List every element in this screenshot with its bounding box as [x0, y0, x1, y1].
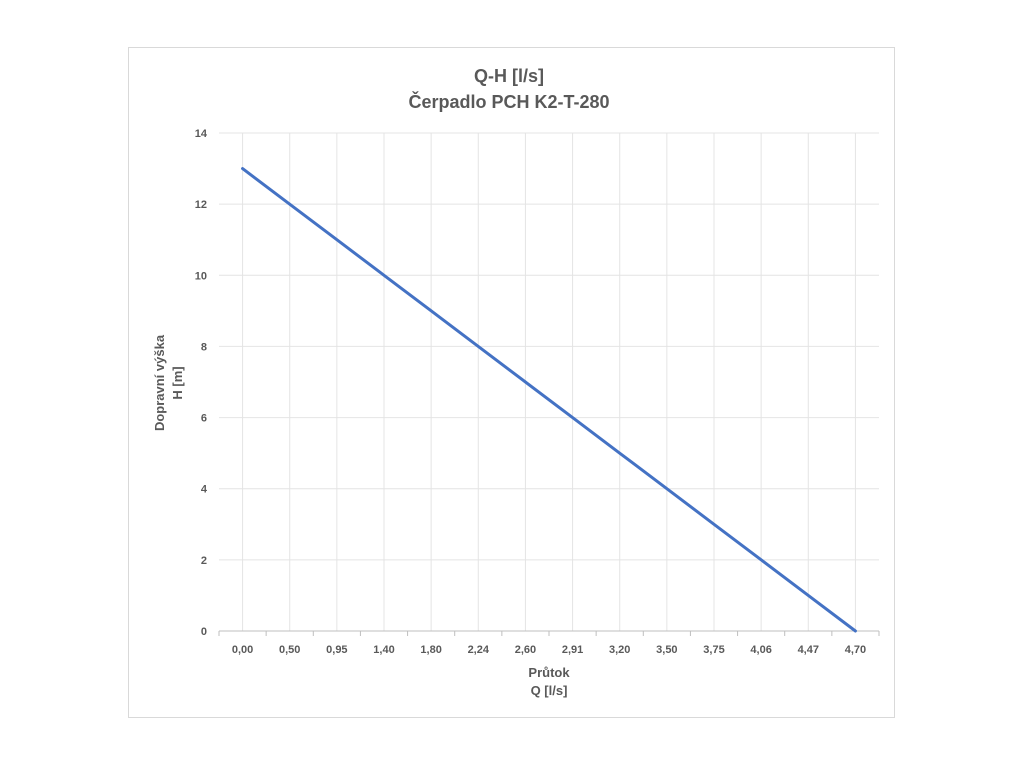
- data-point: [760, 559, 762, 561]
- data-point: [477, 345, 479, 347]
- data-point: [854, 630, 856, 632]
- y-tick-label: 4: [201, 484, 208, 496]
- chart-area: 0 2 4 6 8 10 12 14 0,00 0,50 0,95 1,40 1,80 2,24 2,60 2…: [128, 47, 895, 718]
- data-point: [383, 274, 385, 276]
- x-tick-label: 2,24: [468, 644, 490, 656]
- data-point: [289, 203, 291, 205]
- chart-title-line-2: Čerpadlo PCH K2-T-280: [408, 91, 609, 112]
- x-tick-label: 3,50: [656, 644, 677, 656]
- y-axis-title-line-1: Dopravní výška: [152, 334, 167, 431]
- data-point: [242, 168, 244, 170]
- data-point: [336, 239, 338, 241]
- y-tick-label: 8: [201, 341, 207, 353]
- data-point: [430, 310, 432, 312]
- x-tick-label: 4,70: [845, 644, 866, 656]
- y-tick-label: 2: [201, 555, 207, 567]
- data-point: [713, 523, 715, 525]
- data-point: [524, 381, 526, 383]
- x-tick-label: 1,40: [373, 644, 394, 656]
- x-tick-label: 3,75: [703, 644, 724, 656]
- axis-layer: 0 2 4 6 8 10 12 14 0,00 0,50 0,95 1,40 1,80 2,24 2,60 2…: [195, 128, 880, 656]
- x-axis-title-line-1: Průtok: [528, 665, 570, 680]
- chart-svg: 0 2 4 6 8 10 12 14 0,00 0,50 0,95 1,40 1,80 2,24 2,60 2…: [152, 66, 880, 698]
- x-axis-title-line-2: Q [l/s]: [531, 683, 568, 698]
- x-tick-label: 0,00: [232, 644, 253, 656]
- x-tick-label: 3,20: [609, 644, 630, 656]
- data-point: [572, 417, 574, 419]
- y-tick-label: 6: [201, 413, 207, 425]
- series-line: [241, 167, 857, 633]
- data-point: [666, 488, 668, 490]
- x-tick-label: 0,95: [326, 644, 347, 656]
- x-tick-label: 4,47: [798, 644, 819, 656]
- x-tick-label: 0,50: [279, 644, 300, 656]
- series-layer: [241, 167, 857, 633]
- x-tick-label: 2,60: [515, 644, 536, 656]
- data-point: [807, 594, 809, 596]
- x-tick-label: 2,91: [562, 644, 583, 656]
- grid-layer: [219, 132, 879, 631]
- x-tick-label: 4,06: [750, 644, 771, 656]
- y-axis-title-line-2: H [m]: [170, 366, 185, 399]
- chart-title-line-1: Q-H [l/s]: [474, 66, 544, 86]
- y-tick-label: 0: [201, 626, 207, 638]
- data-point: [619, 452, 621, 454]
- x-tick-label: 1,80: [420, 644, 441, 656]
- y-tick-label: 10: [195, 270, 207, 282]
- y-tick-label: 12: [195, 199, 207, 211]
- y-tick-label: 14: [195, 128, 208, 140]
